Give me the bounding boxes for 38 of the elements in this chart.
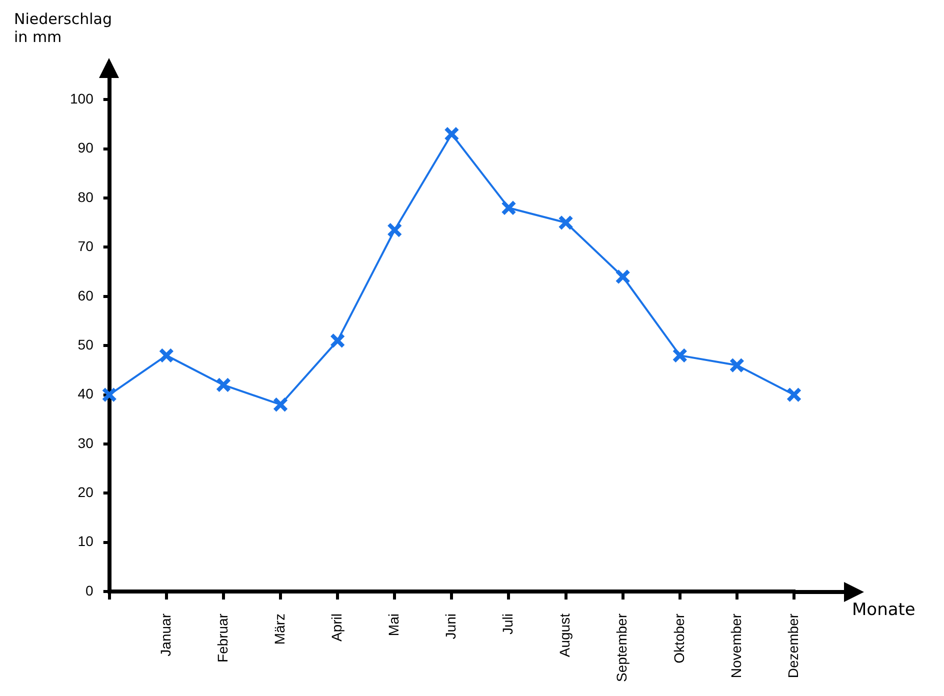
point (330, 333, 346, 348)
point (501, 200, 516, 216)
x-tick-label: Oktober (670, 613, 687, 664)
point (386, 222, 402, 238)
x-tick-label: Juni (442, 614, 459, 640)
x-tick-label: März (271, 614, 288, 645)
point (729, 358, 745, 373)
y-tick-label: 40 (78, 386, 94, 402)
y-tick-label: 30 (78, 434, 94, 451)
point (272, 396, 288, 412)
point (158, 348, 174, 364)
y-tick-label: 50 (78, 336, 94, 352)
x-tick-label: Juli (500, 614, 516, 635)
y-tick-label: 20 (78, 484, 94, 500)
point (786, 387, 802, 402)
x-tick-label: April (328, 614, 344, 642)
y-axis-title: Niederschlag in mm (14, 10, 112, 46)
y-tick-label: 70 (78, 238, 94, 254)
x-tick-label: August (556, 613, 573, 658)
x-axis-title: Monate (852, 600, 916, 620)
point (216, 377, 232, 393)
x-tick-label: Dezember (784, 613, 801, 678)
x-tick-label: Februar (214, 613, 230, 663)
y-tick-label: 0 (86, 582, 94, 598)
point (558, 214, 574, 230)
y-tick-label: 10 (78, 533, 94, 550)
point (102, 387, 118, 402)
y-tick-label: 60 (78, 287, 94, 304)
point (615, 269, 630, 284)
y-tick-label: 90 (78, 140, 94, 156)
x-tick-label: Mai (385, 614, 402, 636)
point (444, 126, 460, 142)
x-tick-label: Januar (157, 613, 174, 656)
y-tick-label: 80 (78, 188, 94, 205)
y-tick-label: 100 (70, 90, 94, 107)
x-tick-label: September (614, 613, 630, 682)
x-tick-label: November (728, 613, 744, 678)
point (672, 348, 688, 364)
